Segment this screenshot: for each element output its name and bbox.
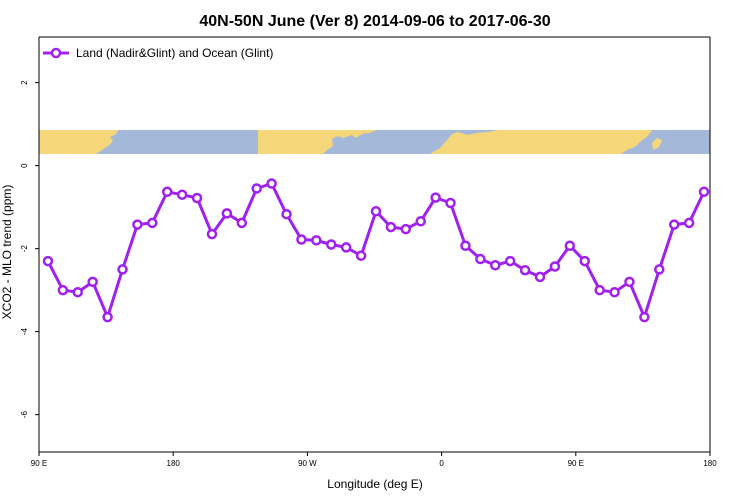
data-point [191, 192, 203, 204]
data-point [579, 255, 590, 267]
data-point [102, 311, 113, 323]
data-point [266, 178, 277, 189]
data-point [385, 221, 397, 233]
data-point [42, 255, 54, 267]
x-tick-label: 0 [439, 459, 444, 468]
data-point [87, 276, 98, 288]
series-group [42, 178, 710, 323]
data-point [117, 264, 128, 275]
y-tick-label: 2 [20, 80, 29, 85]
y-tick-label: -6 [20, 411, 29, 419]
data-point [549, 261, 561, 272]
data-point [132, 219, 143, 230]
x-axis-label: Longitude (deg E) [327, 477, 422, 491]
y-tick-label: 0 [20, 163, 29, 168]
land-islands-east [652, 138, 662, 150]
data-point [311, 235, 322, 246]
data-point [355, 250, 367, 261]
plot-frame [38, 36, 711, 453]
data-point [460, 240, 471, 251]
chart-title: 40N-50N June (Ver 8) 2014-09-06 to 2017-… [199, 13, 550, 30]
x-tick-label: 90 E [31, 459, 47, 468]
data-point [445, 197, 456, 209]
data-point [654, 264, 665, 275]
y-axis-ticks: 2 0 -2 -4 -6 [20, 80, 39, 418]
data-point [370, 206, 382, 217]
data-point [639, 311, 650, 323]
data-point [504, 255, 516, 267]
data-point [534, 271, 546, 283]
series-line [46, 182, 706, 319]
legend: Land (Nadir&Glint) and Ocean (Glint) [43, 46, 273, 60]
world-map-strip [39, 130, 710, 154]
data-point [668, 219, 680, 230]
x-axis-ticks: 90 E 180 90 W 0 90 E 180 [31, 452, 717, 468]
land-europe-asia [430, 130, 652, 154]
data-point [206, 228, 218, 240]
y-tick-label: -4 [20, 328, 29, 336]
data-point [415, 216, 426, 227]
data-point [281, 208, 292, 220]
data-point [594, 284, 605, 296]
data-point [176, 189, 188, 200]
data-point [326, 239, 337, 250]
data-point [564, 240, 576, 251]
data-point [161, 186, 173, 198]
legend-series-label: Land (Nadir&Glint) and Ocean (Glint) [76, 46, 273, 60]
data-point [251, 183, 262, 194]
data-point [400, 223, 412, 235]
legend-marker [50, 47, 62, 59]
data-point [340, 242, 352, 253]
data-point [430, 192, 441, 203]
land-eurasia-west [39, 130, 118, 154]
data-point [609, 286, 620, 298]
y-axis-label: XCO2 - MLO trend (ppm) [0, 185, 14, 320]
x-tick-label: 180 [167, 459, 181, 468]
data-point [147, 217, 158, 229]
data-point [221, 208, 233, 219]
data-point [475, 253, 486, 265]
data-point [490, 260, 501, 271]
land-north-america [258, 130, 377, 154]
data-point [296, 234, 307, 245]
y-tick-label: -2 [20, 245, 29, 253]
data-point [683, 217, 695, 229]
x-tick-label: 90 E [568, 459, 584, 468]
data-point [57, 284, 69, 296]
data-point [236, 217, 248, 229]
x-tick-label: 90 W [298, 459, 317, 468]
data-point [72, 286, 84, 298]
data-point [519, 264, 531, 276]
data-point [698, 186, 710, 198]
x-tick-label: 180 [703, 459, 717, 468]
data-point [624, 276, 635, 288]
